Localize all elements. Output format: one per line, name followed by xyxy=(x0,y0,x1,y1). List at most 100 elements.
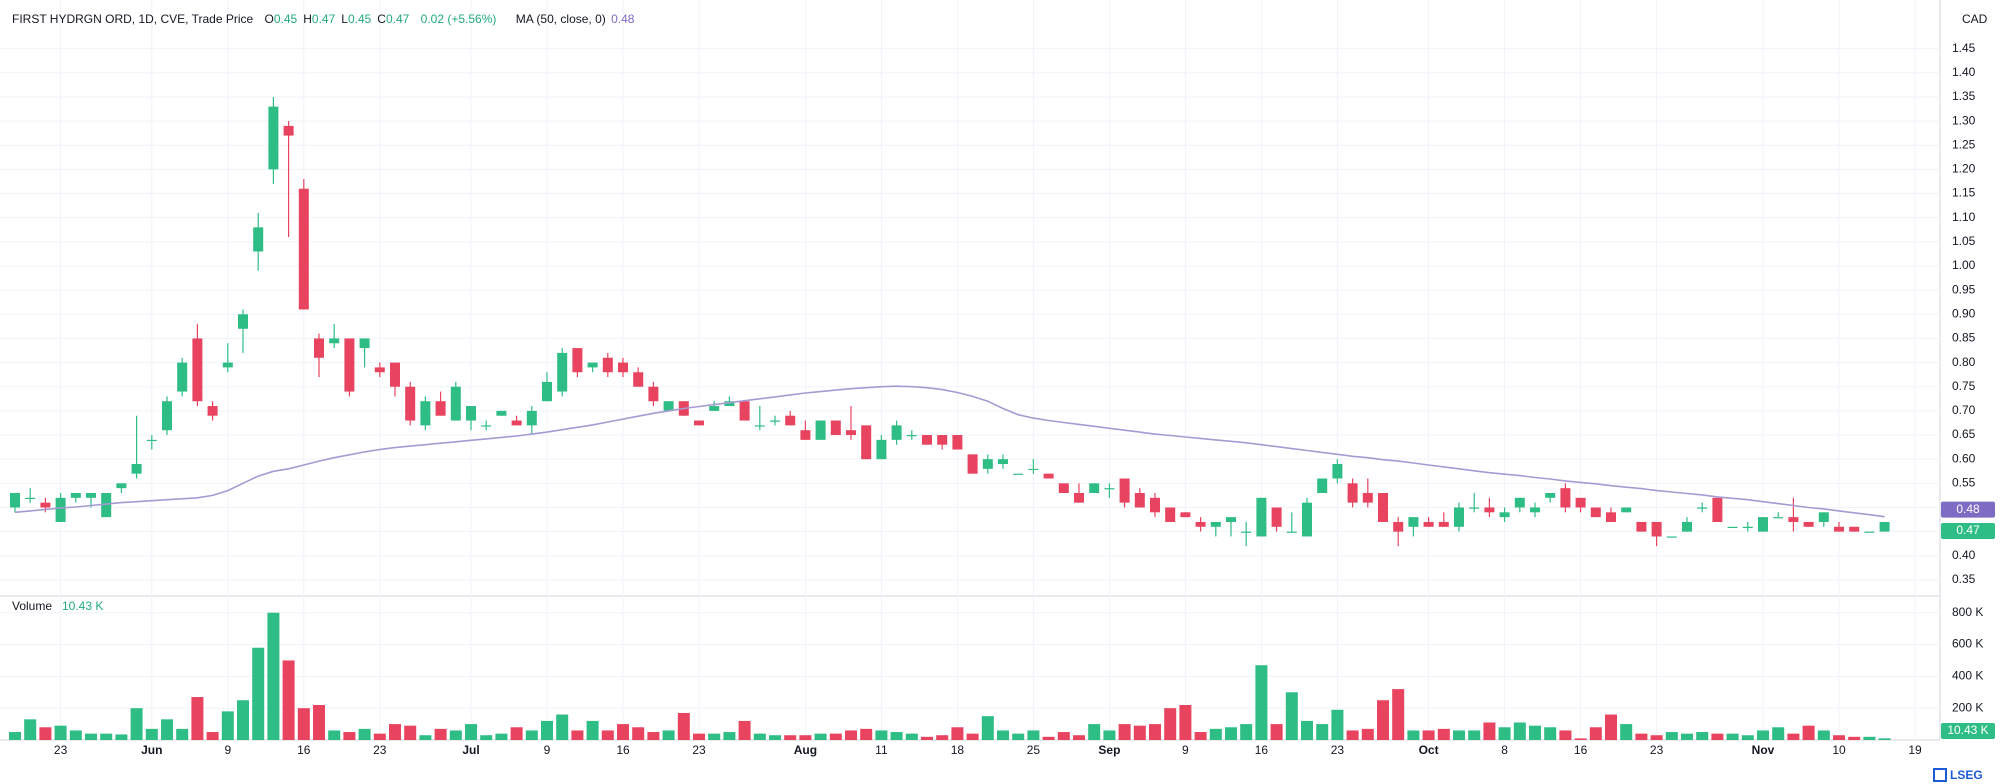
candle xyxy=(770,415,780,426)
candle xyxy=(329,323,340,349)
candle-body xyxy=(618,362,628,373)
candle-body xyxy=(724,401,735,407)
volume-bar xyxy=(1073,735,1085,740)
candle-body xyxy=(481,425,492,427)
volume-bar xyxy=(997,730,1009,740)
x-tick-label: Nov xyxy=(1752,743,1775,757)
ma-price-tag-bg xyxy=(1941,501,1995,518)
candle-body xyxy=(982,459,993,469)
candle-body xyxy=(55,497,66,522)
candle-body xyxy=(1165,507,1176,522)
y-tick-label: 0.35 xyxy=(1952,572,1976,586)
volume-bar xyxy=(465,724,477,740)
candle xyxy=(542,372,552,402)
candle xyxy=(663,401,674,411)
candle xyxy=(830,420,841,436)
candle xyxy=(70,492,81,503)
volume-bar xyxy=(966,733,979,740)
candle-body xyxy=(587,362,598,368)
y-tick-label: 1.15 xyxy=(1952,186,1976,200)
volume-bar xyxy=(753,733,766,740)
ohlc-label: C xyxy=(377,12,386,26)
candle-body xyxy=(511,420,522,426)
candle xyxy=(694,420,704,426)
x-tick-label: Sep xyxy=(1098,743,1120,757)
candle xyxy=(1226,517,1236,537)
volume-bar xyxy=(1209,728,1222,740)
volume-bar xyxy=(860,728,873,740)
ohlc-label: H xyxy=(303,12,312,26)
volume-bar xyxy=(1681,733,1693,740)
candle xyxy=(1697,502,1708,513)
volume-bar xyxy=(1544,727,1557,740)
ma-line xyxy=(14,385,1885,518)
y-tick-label: 1.20 xyxy=(1952,162,1976,176)
candle xyxy=(1104,483,1115,498)
volume-bar xyxy=(1270,724,1283,740)
ma-price-tag: 0.48 xyxy=(1956,502,1980,516)
volume-bar xyxy=(1225,727,1237,740)
candle-body xyxy=(663,401,674,411)
volume-bar xyxy=(1133,725,1146,740)
candle xyxy=(1651,521,1662,547)
candle xyxy=(496,410,507,416)
candle xyxy=(1423,517,1434,527)
ohlc-value: 0.47 xyxy=(311,12,336,26)
candle-body xyxy=(1378,492,1388,522)
candle xyxy=(785,410,796,426)
volume-bar xyxy=(556,714,569,740)
candle-body xyxy=(1241,531,1252,533)
candle xyxy=(1545,492,1556,503)
candle-body xyxy=(557,352,568,392)
candle xyxy=(1773,512,1784,519)
candle-body xyxy=(329,338,340,344)
volume-bar xyxy=(708,733,721,740)
candle-body xyxy=(1651,521,1662,537)
candle xyxy=(450,381,461,421)
volume-bar xyxy=(784,735,797,740)
volume-bar xyxy=(829,733,842,740)
candle-body xyxy=(207,406,218,416)
candle-body xyxy=(344,338,355,392)
candle-body xyxy=(1560,488,1571,508)
candle xyxy=(101,492,112,518)
volume-tick-label: 200 K xyxy=(1952,700,1983,714)
candle-body xyxy=(830,420,841,436)
volume-bar xyxy=(1042,736,1055,740)
candle-body xyxy=(86,492,96,498)
candle xyxy=(1636,521,1647,532)
ohlc-value: 0.45 xyxy=(273,12,298,26)
y-tick-label: 0.60 xyxy=(1952,451,1976,465)
candle xyxy=(1742,521,1753,532)
volume-bar xyxy=(1301,720,1313,740)
volume-bar xyxy=(1863,736,1876,740)
candle xyxy=(1590,507,1601,518)
currency-label: CAD xyxy=(1962,12,1988,26)
volume-tag-bg xyxy=(1941,723,1995,739)
candle-body xyxy=(1332,464,1343,479)
candle xyxy=(633,367,644,387)
candle xyxy=(1514,497,1525,513)
candle xyxy=(587,362,598,373)
volume-bar xyxy=(1422,730,1435,740)
candle xyxy=(1864,531,1875,533)
volume-bar xyxy=(373,733,386,740)
x-tick-label: 23 xyxy=(54,743,68,757)
candle xyxy=(1666,536,1677,538)
volume-bar xyxy=(54,725,67,740)
candle-body xyxy=(1393,521,1404,532)
x-tick-label: 16 xyxy=(1574,743,1588,757)
candle xyxy=(800,420,811,440)
candle-body xyxy=(1302,502,1312,537)
candle-body xyxy=(116,483,127,489)
candle-body xyxy=(1454,507,1464,527)
candle-body xyxy=(1697,507,1708,509)
candle-body xyxy=(1545,492,1556,498)
candle-body xyxy=(131,464,142,474)
y-tick-label: 1.45 xyxy=(1952,41,1976,55)
x-tick-label: 23 xyxy=(692,743,706,757)
candle xyxy=(891,420,902,445)
volume-bar xyxy=(1605,714,1617,740)
volume-bar xyxy=(1635,733,1648,740)
